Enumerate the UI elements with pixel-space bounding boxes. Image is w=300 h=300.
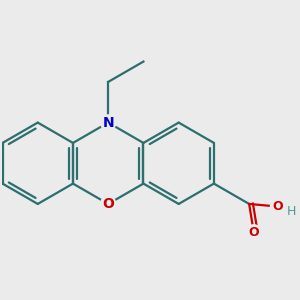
Text: O: O — [102, 197, 114, 211]
Circle shape — [100, 196, 116, 212]
Circle shape — [271, 199, 286, 214]
Circle shape — [246, 225, 262, 240]
Circle shape — [100, 115, 116, 130]
Text: O: O — [248, 226, 259, 239]
Text: O: O — [273, 200, 283, 213]
Text: N: N — [102, 116, 114, 130]
Text: H: H — [286, 205, 296, 218]
